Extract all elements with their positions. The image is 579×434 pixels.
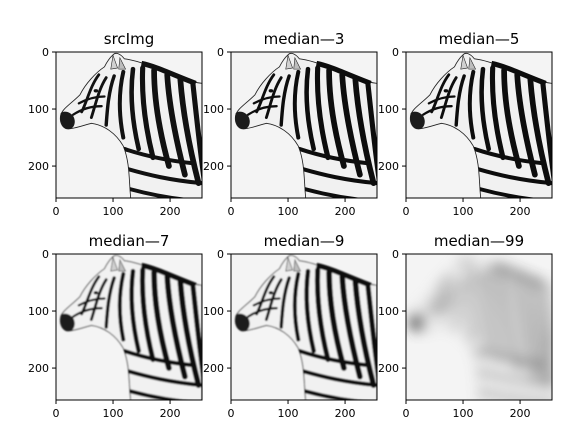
panel-frame xyxy=(230,253,378,401)
x-tick-label: 0 xyxy=(53,407,60,420)
x-tick-label: 0 xyxy=(403,205,410,218)
y-tick-label: 0 xyxy=(217,46,224,59)
y-tick-label: 200 xyxy=(203,362,224,375)
x-tick-label: 200 xyxy=(335,205,356,218)
y-tick-label: 200 xyxy=(28,362,49,375)
panel-2: median—3 0 100 200 0 100 200 xyxy=(203,30,378,218)
y-tick-label: 100 xyxy=(28,103,49,116)
panel-title: median—9 xyxy=(264,232,345,250)
x-tick-label: 100 xyxy=(103,407,124,420)
y-tick-label: 0 xyxy=(42,46,49,59)
panel-1: srcImg 0 100 200 0 100 200 xyxy=(28,30,203,218)
x-tick-label: 0 xyxy=(403,407,410,420)
x-tick-label: 200 xyxy=(160,205,181,218)
panel-title: median—5 xyxy=(439,30,520,48)
x-tick-label: 200 xyxy=(510,407,531,420)
y-tick-label: 0 xyxy=(217,248,224,261)
y-tick-label: 100 xyxy=(28,305,49,318)
x-tick-label: 200 xyxy=(335,407,356,420)
x-tick-label: 100 xyxy=(103,205,124,218)
y-tick-label: 100 xyxy=(203,103,224,116)
zebra-image xyxy=(231,254,377,400)
panel-frame xyxy=(55,51,203,199)
x-tick-label: 200 xyxy=(510,205,531,218)
y-tick-label: 100 xyxy=(378,103,399,116)
panel-5: median—9 0 100 200 0 100 200 xyxy=(203,232,378,420)
zebra-image xyxy=(406,254,552,400)
x-tick-label: 0 xyxy=(228,407,235,420)
x-tick-label: 100 xyxy=(453,407,474,420)
x-tick-label: 0 xyxy=(53,205,60,218)
panel-frame xyxy=(405,51,553,199)
panel-title: srcImg xyxy=(104,30,154,48)
panel-frame xyxy=(55,253,203,401)
y-tick-label: 200 xyxy=(28,160,49,173)
panel-3: median—5 0 100 200 0 100 200 xyxy=(378,30,553,218)
y-tick-label: 0 xyxy=(392,46,399,59)
y-tick-label: 0 xyxy=(42,248,49,261)
panel-6: median—99 0 100 200 0 100 200 xyxy=(378,232,553,420)
zebra-image xyxy=(56,52,202,198)
panel-frame xyxy=(230,51,378,199)
x-tick-label: 100 xyxy=(278,205,299,218)
y-tick-label: 100 xyxy=(203,305,224,318)
panel-frame xyxy=(405,253,553,401)
y-tick-label: 100 xyxy=(378,305,399,318)
x-tick-label: 100 xyxy=(453,205,474,218)
panel-title: median—3 xyxy=(264,30,345,48)
panel-title: median—99 xyxy=(434,232,524,250)
x-tick-label: 0 xyxy=(228,205,235,218)
y-tick-label: 200 xyxy=(378,160,399,173)
x-tick-label: 200 xyxy=(160,407,181,420)
zebra-image xyxy=(56,254,202,400)
x-tick-label: 100 xyxy=(278,407,299,420)
y-tick-label: 0 xyxy=(392,248,399,261)
panel-title: median—7 xyxy=(89,232,170,250)
zebra-image xyxy=(231,52,377,198)
y-tick-label: 200 xyxy=(378,362,399,375)
panel-4: median—7 0 100 200 0 100 200 xyxy=(28,232,203,420)
y-tick-label: 200 xyxy=(203,160,224,173)
zebra-image xyxy=(406,52,552,198)
